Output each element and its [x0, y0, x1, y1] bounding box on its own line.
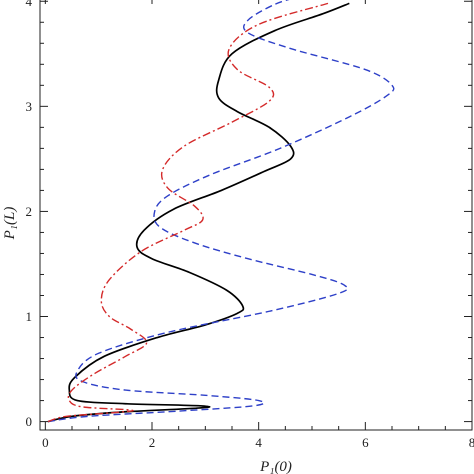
y-axis-title: P₁(L) [2, 207, 18, 241]
series-line-3 [47, 2, 329, 423]
x-tick-label-4: 4 [255, 435, 262, 450]
y-tick-label-2: 2 [26, 204, 33, 219]
series-line-2 [47, 0, 395, 423]
x-tick-label-2: 2 [149, 435, 156, 450]
y-tick-label-0: 0 [26, 414, 33, 429]
x-tick-label-6: 6 [362, 435, 369, 450]
series-line-1 [47, 2, 350, 423]
series-layer [47, 0, 395, 423]
x-axis-title: P₁(0) [259, 459, 292, 474]
x-tick-label-8: 8 [469, 435, 474, 450]
y-tick-label-3: 3 [26, 99, 33, 114]
y-tick-label-1: 1 [26, 309, 33, 324]
ticks-layer: 0 2 4 6 8 0 1 2 3 4 [26, 0, 474, 450]
plot-frame [39, 0, 473, 431]
x-tick-label-0: 0 [42, 435, 49, 450]
y-tick-label-4: 4 [26, 0, 33, 9]
